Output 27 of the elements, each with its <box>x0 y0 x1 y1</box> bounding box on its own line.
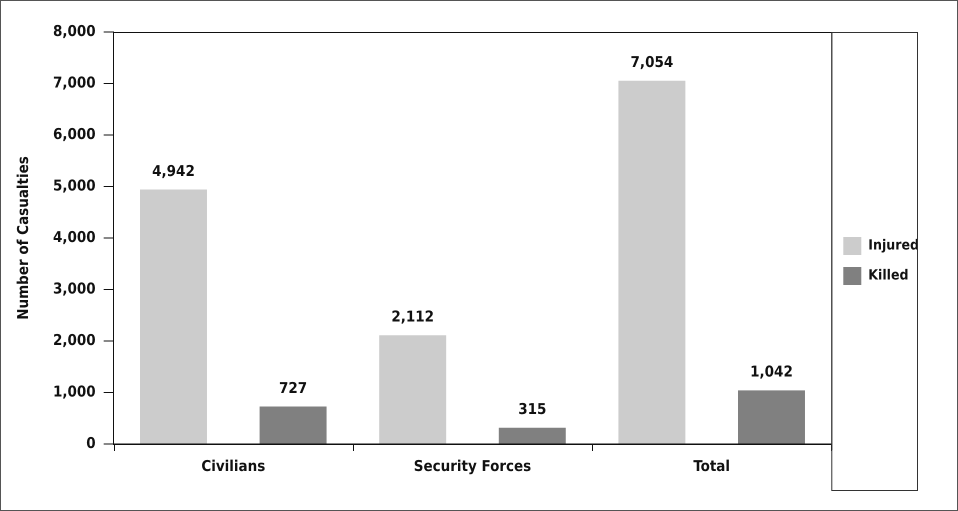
y-tick-label: 3,000 <box>53 279 96 298</box>
x-tick-label: Total <box>693 456 730 475</box>
x-tick-label: Security Forces <box>414 456 532 475</box>
y-tick-label: 0 <box>86 434 96 452</box>
data-label: 7,054 <box>630 53 674 72</box>
x-tick-label: Civilians <box>201 456 266 475</box>
y-tick-label: 6,000 <box>53 124 96 143</box>
bar <box>618 80 686 444</box>
bar <box>260 406 327 444</box>
bar <box>738 390 805 444</box>
bar <box>498 428 566 444</box>
data-label: 2,112 <box>391 308 434 326</box>
data-label: 1,042 <box>750 362 793 381</box>
legend-label: Injured <box>868 238 920 254</box>
y-tick-label: 4,000 <box>53 228 96 246</box>
y-tick-label: 2,000 <box>53 330 96 349</box>
y-axis-title: Number of Casualties <box>14 156 32 320</box>
y-tick-label: 1,000 <box>53 382 96 400</box>
legend-label: Killed <box>868 268 909 284</box>
data-label: 4,942 <box>152 162 195 180</box>
y-tick-label: 8,000 <box>53 22 96 40</box>
y-tick-label: 7,000 <box>53 73 96 92</box>
bar <box>140 189 207 444</box>
y-tick-label: 5,000 <box>53 176 96 194</box>
data-label: 727 <box>279 378 308 397</box>
bar <box>379 335 446 444</box>
data-label: 315 <box>518 400 546 418</box>
